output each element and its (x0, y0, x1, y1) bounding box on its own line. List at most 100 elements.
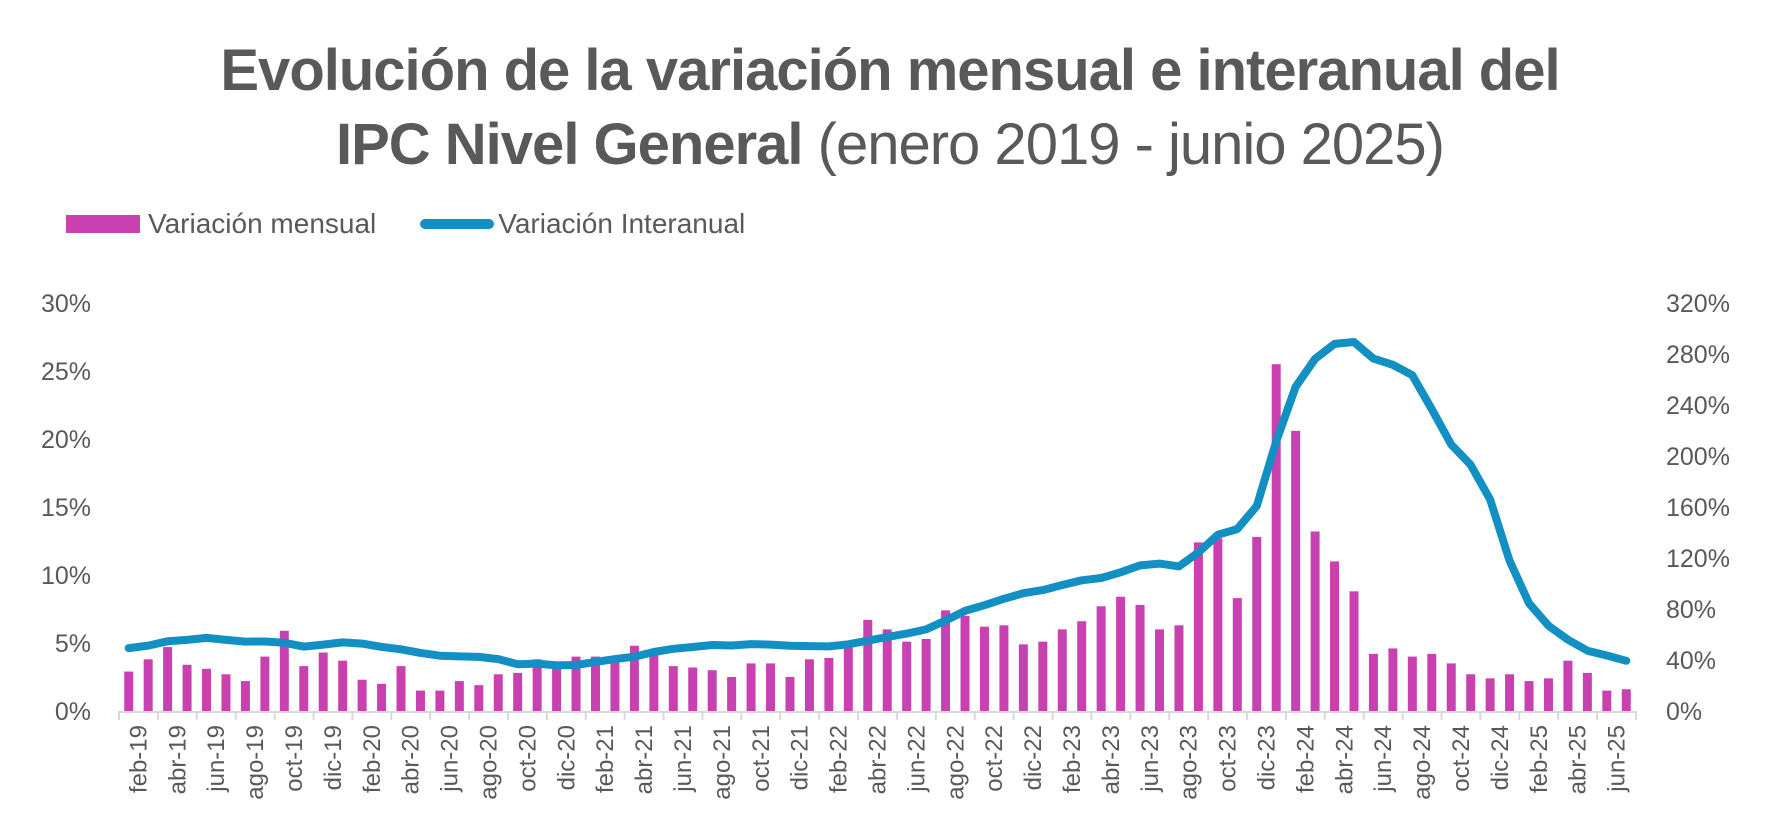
x-axis-tick-label: jun-21 (670, 725, 697, 793)
x-axis-tick-label: jun-23 (1137, 725, 1164, 793)
x-axis-tick-label: jun-25 (1604, 725, 1631, 793)
right-axis-tick-label: 80% (1666, 596, 1716, 624)
chart-title-line-1: Evolución de la variación mensual e inte… (220, 38, 1560, 103)
legend-item-mensual: Variación mensual (66, 208, 376, 240)
legend-label-mensual: Variación mensual (148, 208, 377, 239)
bar-feb-20 (377, 683, 387, 711)
bar-abr-20 (415, 690, 425, 711)
bar-dic-21 (804, 659, 814, 711)
x-axis-tick-label: abr-23 (1098, 725, 1125, 794)
bar-feb-23 (1077, 621, 1087, 711)
left-axis-tick-label: 20% (41, 426, 91, 454)
bar-sep-24 (1446, 663, 1456, 711)
x-axis (118, 711, 1637, 720)
right-axis-tick-label: 40% (1666, 647, 1716, 675)
bar-dic-22 (1038, 641, 1048, 711)
bar-mar-22 (863, 619, 873, 711)
x-axis-tick-label: oct-20 (514, 725, 541, 792)
bar-sep-21 (746, 663, 756, 711)
chart-title-bold: IPC Nivel General (336, 112, 804, 177)
x-axis-tick-label: abr-24 (1331, 725, 1358, 794)
x-axis-tick-label: jun-22 (903, 725, 930, 793)
x-axis-tick-label: feb-21 (592, 725, 619, 793)
x-axis-tick-label: feb-23 (1059, 725, 1086, 793)
bar-nov-21 (785, 677, 795, 711)
bar-jun-25 (1621, 689, 1631, 711)
bar-mar-19 (163, 647, 173, 711)
bar-jun-21 (688, 667, 698, 711)
bar-ago-21 (727, 677, 737, 711)
legend: Variación mensual Variación Interanual (66, 208, 789, 240)
x-axis-tick-label: feb-19 (125, 725, 152, 793)
bar-sep-23 (1213, 538, 1223, 711)
x-axis-tick-label: feb-24 (1292, 725, 1319, 793)
bar-ago-19 (260, 656, 270, 711)
bar-may-23 (1135, 604, 1145, 711)
bar-nov-23 (1252, 536, 1262, 711)
bar-oct-23 (1232, 598, 1242, 711)
x-axis-tick-label: dic-23 (1254, 725, 1281, 790)
bar-mar-23 (1096, 606, 1106, 711)
x-axis-tick-label: ago-19 (242, 725, 269, 800)
x-axis-labels: feb-19 abr-19 jun-19 ago-19 oct-19 dic-19 feb-… (125, 725, 1630, 800)
legend-swatch-bar (66, 215, 140, 233)
bar-ene-24 (1291, 430, 1301, 711)
right-axis: 0% 40% 80% 120% 160% 200% 240% 280% 320% (1666, 290, 1730, 726)
x-axis-tick-label: dic-20 (553, 725, 580, 790)
bar-ago-20 (493, 674, 503, 711)
x-axis-tick-label: dic-19 (320, 725, 347, 790)
bar-ago-22 (960, 615, 970, 711)
legend-label-interanual: Variación Interanual (498, 208, 746, 239)
bar-ene-25 (1524, 681, 1534, 711)
bar-jun-22 (921, 638, 931, 711)
bar-may-20 (435, 690, 445, 711)
bar-abr-21 (649, 655, 659, 711)
right-axis-tick-label: 280% (1666, 341, 1730, 369)
left-axis-tick-label: 15% (41, 494, 91, 522)
right-axis-tick-label: 200% (1666, 443, 1730, 471)
legend-item-interanual: Variación Interanual (420, 208, 745, 240)
bar-jun-24 (1388, 648, 1398, 711)
bar-oct-24 (1466, 674, 1476, 711)
bar-jun-23 (1155, 629, 1165, 711)
bar-ene-19 (124, 671, 134, 711)
bar-ago-23 (1193, 542, 1203, 711)
x-axis-tick-label: oct-23 (1215, 725, 1242, 792)
x-axis-tick-label: abr-21 (631, 725, 658, 794)
x-axis-tick-label: oct-21 (748, 725, 775, 792)
x-axis-tick-label: jun-24 (1370, 725, 1397, 793)
bar-oct-19 (299, 666, 309, 711)
bar-abr-25 (1582, 672, 1592, 711)
bar-may-25 (1602, 690, 1612, 711)
chart-title-period: (enero 2019 - junio 2025) (802, 112, 1445, 177)
x-axis-tick-label: oct-22 (981, 725, 1008, 792)
bar-nov-20 (552, 667, 562, 711)
bar-ene-22 (824, 657, 834, 711)
x-axis-tick-label: ago-23 (1176, 725, 1203, 800)
bar-oct-20 (532, 659, 542, 711)
bar-ene-21 (590, 656, 600, 711)
bar-feb-25 (1543, 678, 1553, 711)
bar-may-19 (202, 668, 212, 711)
right-axis-tick-label: 120% (1666, 545, 1730, 573)
x-axis-tick-label: feb-25 (1526, 725, 1553, 793)
bar-jun-20 (454, 681, 464, 711)
bar-dic-23 (1271, 364, 1281, 711)
bar-oct-22 (999, 625, 1009, 711)
bar-dic-20 (571, 656, 581, 711)
x-axis-tick-label: abr-22 (865, 725, 892, 794)
x-axis-tick-label: jun-19 (203, 725, 230, 793)
x-axis-tick-label: oct-19 (281, 725, 308, 792)
bar-feb-24 (1310, 531, 1320, 711)
bar-abr-22 (882, 629, 892, 711)
x-axis-tick-label: dic-24 (1487, 725, 1514, 790)
bar-may-22 (902, 641, 912, 711)
bar-nov-22 (1018, 644, 1028, 711)
x-axis-tick-label: feb-22 (826, 725, 853, 793)
x-axis-tick-label: dic-22 (1020, 725, 1047, 790)
bar-abr-24 (1349, 591, 1359, 711)
x-axis-tick-label: dic-21 (787, 725, 814, 790)
left-axis-tick-label: 0% (55, 698, 91, 726)
bar-nov-24 (1485, 678, 1495, 711)
